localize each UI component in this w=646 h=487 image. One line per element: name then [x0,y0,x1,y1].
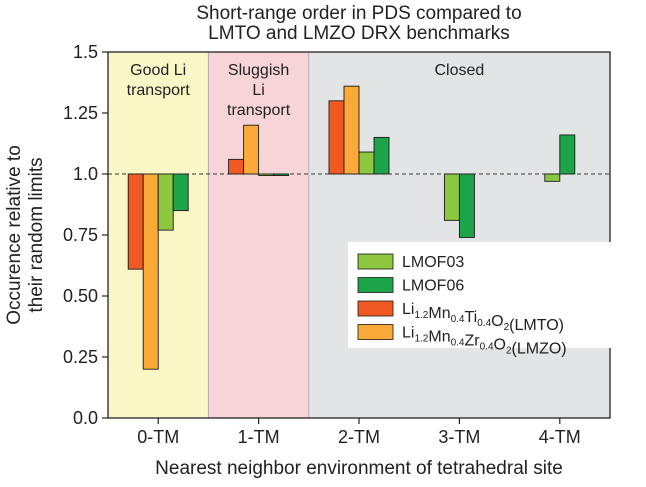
legend-text-part: LMOF06 [402,278,464,295]
labels: Good Li transport Sluggish Li transport Close… [4,3,581,479]
legend-text-part: Zr [465,333,481,350]
region-label: transport [227,102,291,119]
legend-label-lmof03: LMOF03 [402,254,464,271]
y-axis-label: their random limits [26,157,47,312]
legend-swatch-lmof03 [357,253,394,270]
region-label: Sluggish [228,62,289,79]
bar-lmof06-1-tm [273,173,290,176]
x-tick-label: 2-TM [338,427,380,447]
y-axis-label: Occurence relative to [4,145,25,325]
legend-swatch-lmof06 [357,277,394,293]
bar-lmof03-0-tm [157,173,174,231]
legend-text-part: Li [402,301,414,318]
region-label: Closed [434,62,484,79]
bar-lmof03-4-tm [544,173,561,182]
legend-text-part: O [494,337,506,354]
bar-lmto-2-tm [328,100,345,175]
bar-lmof06-2-tm [373,136,390,175]
x-tick-label: 4-TM [539,427,581,447]
legend-text-part: O [491,313,503,330]
legend-label-lmzo: Li1.2Mn0.4Zr0.4O2(LMZO) [402,325,567,358]
bar-lmzo-1-tm [243,124,260,175]
region-label: Li [252,82,264,99]
y-tick-label: 0.0 [73,408,98,428]
bar-lmof06-4-tm [559,134,576,175]
bar-lmof03-1-tm [258,173,275,176]
bar-lmzo-2-tm [343,85,360,175]
bar-lmof06-0-tm [172,173,189,212]
bars [127,85,576,370]
legend-swatch-lmzo [357,324,394,340]
legend: LMOF03LMOF06Li1.2Mn0.4Ti0.4O2(LMTO)Li1.2… [348,242,616,358]
legend-subscript: 0.4 [477,318,491,329]
legend-subscript: 2 [506,346,512,357]
legend-subscript: 1.2 [414,334,428,345]
bar-lmzo-0-tm [142,173,159,370]
x-axis-label: Nearest neighbor environment of tetrahed… [155,458,563,479]
legend-subscript: 0.4 [480,342,494,353]
legend-subscript: 0.4 [451,338,465,349]
y-tick-label: 0.75 [63,225,98,245]
legend-subscript: 1.2 [414,310,428,321]
y-tick-label: 1.25 [63,103,98,123]
x-tick-label: 1-TM [238,427,280,447]
legend-text-part: Li [402,325,414,342]
bar-lmto-1-tm [228,158,245,175]
legend-text-part: (LMTO) [509,317,564,334]
axes [102,51,611,424]
chart-title: LMTO and LMZO DRX benchmarks [208,23,510,44]
bar-lmof03-2-tm [358,151,375,175]
x-tick-label: 3-TM [438,427,480,447]
bar-lmof03-3-tm [443,173,460,221]
legend-text-part: LMOF03 [402,254,464,271]
y-tick-label: 0.25 [63,347,98,367]
y-tick-label: 1.5 [73,42,98,62]
bar-lmof06-3-tm [458,173,475,238]
legend-text-part: Mn [428,329,450,346]
legend-subscript: 0.4 [451,314,465,325]
legend-label-lmto: Li1.2Mn0.4Ti0.4O2(LMTO) [402,301,564,334]
y-tick-label: 1.0 [73,164,98,184]
y-tick-label: 0.50 [63,286,98,306]
legend-text-part: Mn [428,305,450,322]
region-label: transport [127,82,191,99]
legend-text-part: Ti [465,309,478,326]
legend-subscript: 2 [504,322,510,333]
legend-swatch-lmto [357,300,394,317]
region-sluggish-li-transport [208,52,309,418]
legend-label-lmof06: LMOF06 [402,278,464,295]
legend-text-part: (LMZO) [512,341,567,358]
region-label: Good Li [130,62,186,79]
bar-lmto-0-tm [127,173,144,270]
chart-title: Short-range order in PDS compared to [196,3,521,24]
x-tick-label: 0-TM [137,427,179,447]
